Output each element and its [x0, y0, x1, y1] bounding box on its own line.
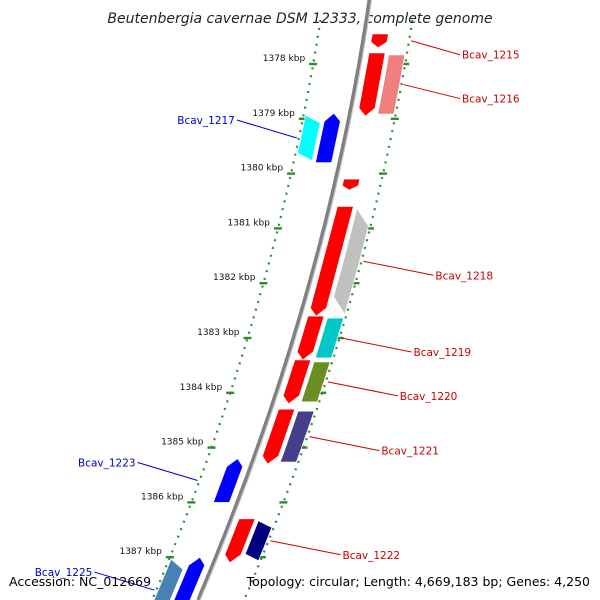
feature-band	[153, 558, 184, 600]
gene-arrow	[315, 112, 341, 163]
gene-arrow	[212, 458, 244, 503]
tick-label: 1379 kbp	[252, 109, 295, 119]
gene-arrow	[224, 518, 256, 564]
gene-arrow	[173, 556, 206, 600]
gene-arrow	[370, 33, 389, 48]
tick-label: 1384 kbp	[180, 383, 223, 393]
map-title: Beutenbergia cavernae DSM 12333, complet…	[107, 11, 492, 27]
label-leader	[236, 119, 298, 139]
label-leader	[341, 337, 412, 353]
gene-label: Bcav_1216	[462, 94, 520, 106]
label-leader	[94, 571, 155, 591]
label-leader	[309, 436, 380, 452]
tick-label: 1382 kbp	[213, 273, 256, 283]
label-leader	[137, 462, 198, 481]
feature-band	[244, 520, 273, 562]
gene-arrow	[262, 408, 296, 465]
gene-label: Bcav_1219	[414, 347, 472, 359]
label-leader	[327, 381, 398, 397]
tick-label: 1385 kbp	[161, 438, 204, 448]
gene-track	[153, 33, 406, 600]
gene-label: Bcav_1218	[435, 270, 493, 282]
label-leader	[270, 540, 341, 556]
label-leader	[403, 84, 461, 100]
feature-band	[333, 207, 369, 315]
summary-text: Topology: circular; Length: 4,669,183 bp…	[246, 574, 590, 589]
tick-label: 1387 kbp	[119, 547, 162, 557]
gene-arrow	[358, 52, 386, 117]
gene-arrow	[282, 359, 312, 405]
gene-label: Bcav_1222	[342, 550, 400, 562]
ruler-line-right	[243, 19, 414, 600]
gene-arrow	[341, 178, 361, 191]
gene-label: Bcav_1223	[78, 457, 136, 469]
gene-label: Bcav_1220	[400, 391, 458, 403]
feature-band	[314, 317, 344, 359]
label-leader	[411, 40, 461, 56]
gene-label: Bcav_1225	[35, 567, 93, 579]
feature-band	[377, 54, 406, 115]
tick-label: 1386 kbp	[141, 492, 184, 502]
genome-backbone	[196, 0, 372, 600]
accession-text: Accession: NC_012669	[9, 574, 151, 589]
ruler-line-left	[151, 19, 322, 600]
feature-band	[297, 114, 321, 162]
gene-arrow	[296, 315, 325, 361]
gene-arrow	[310, 206, 354, 317]
tick-label: 1380 kbp	[241, 164, 284, 174]
tick-label: 1378 kbp	[263, 54, 306, 64]
ruler-left	[151, 19, 322, 600]
feature-band	[279, 410, 315, 463]
gene-labels: Bcav_1215 Bcav_1216 Bcav_1217 Bcav_1218 Bcav…	[35, 40, 520, 591]
label-leader	[363, 260, 434, 276]
genome-backbone-shade	[199, 0, 373, 600]
tick-label: 1383 kbp	[197, 328, 240, 338]
gene-label: Bcav_1215	[462, 50, 520, 62]
tick-label: 1381 kbp	[228, 218, 271, 228]
gene-label: Bcav_1221	[381, 446, 439, 458]
gene-label: Bcav_1217	[177, 115, 235, 127]
kbp-ticks: 1378 kbp 1379 kbp 1380 kbp 1381 kbp 1382 kbp…	[119, 54, 410, 559]
feature-band	[300, 361, 331, 403]
ruler-right	[243, 19, 414, 600]
